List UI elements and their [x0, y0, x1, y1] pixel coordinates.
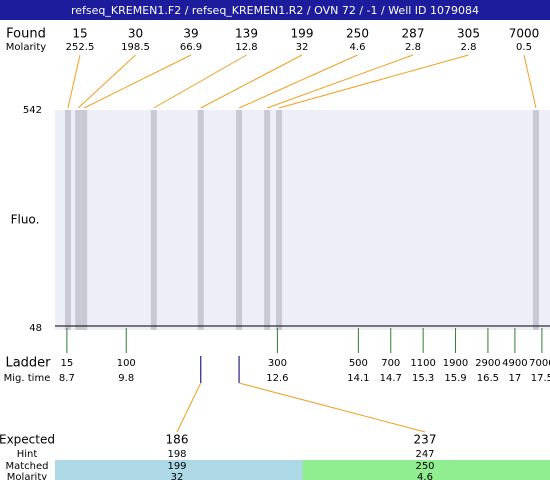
found-leader — [83, 54, 192, 109]
ladder-size: 2900 — [475, 358, 500, 369]
expected-row-label: Matched — [5, 461, 48, 472]
expected-molarity: 4.6 — [417, 472, 433, 480]
found-size: 15 — [72, 27, 87, 41]
expected-matched: 199 — [167, 461, 186, 472]
ladder-size: 300 — [268, 358, 287, 369]
plot-area — [55, 110, 550, 330]
found-size: 287 — [402, 27, 425, 41]
found-leader — [238, 54, 358, 109]
title: refseq_KREMEN1.F2 / refseq_KREMEN1.R2 / … — [71, 4, 479, 17]
ladder-time: 17 — [509, 373, 522, 384]
ladder-time: 17.5 — [531, 373, 550, 384]
found-label: Found — [6, 27, 46, 42]
found-molarity: 2.8 — [405, 42, 421, 53]
found-leader — [523, 54, 537, 109]
molarity-label: Molarity — [6, 42, 46, 53]
ladder-time: 9.8 — [118, 373, 134, 384]
ladder-time: 8.7 — [59, 373, 75, 384]
ladder-time: 14.7 — [380, 373, 402, 384]
y-axis-label: Fluo. — [11, 213, 40, 227]
ladder-time: 15.9 — [444, 373, 466, 384]
ladder-size: 1100 — [410, 358, 435, 369]
found-size: 39 — [183, 27, 198, 41]
found-molarity: 198.5 — [121, 42, 150, 53]
found-leader — [266, 54, 414, 109]
expected-leader — [238, 382, 426, 433]
found-size: 139 — [235, 27, 258, 41]
peak-band — [236, 110, 243, 330]
expected-hint: 247 — [415, 449, 434, 460]
expected-matched: 250 — [415, 461, 434, 472]
ladder-time: 15.3 — [412, 373, 434, 384]
matched-background — [302, 460, 550, 480]
peak-band — [75, 110, 82, 330]
ladder-size: 1900 — [443, 358, 468, 369]
found-molarity: 4.6 — [350, 42, 366, 53]
expected-expected: 186 — [166, 433, 189, 447]
ladder-size: 700 — [381, 358, 400, 369]
expected-row-label: Hint — [17, 449, 38, 460]
found-size: 250 — [346, 27, 369, 41]
ladder-time: 16.5 — [477, 373, 499, 384]
ladder-size: 7000 — [529, 358, 550, 369]
found-molarity: 2.8 — [461, 42, 477, 53]
ladder-label: Ladder — [5, 356, 51, 371]
ladder-size: 500 — [349, 358, 368, 369]
peak-band — [81, 110, 88, 330]
expected-row-label: Molarity — [7, 472, 47, 480]
peak-band — [264, 110, 271, 330]
found-molarity: 32 — [296, 42, 309, 53]
found-leader — [200, 54, 303, 109]
y-tick-label: 48 — [29, 323, 42, 334]
peak-band — [64, 110, 71, 330]
expected-expected: 237 — [414, 433, 437, 447]
y-tick-label: 542 — [23, 105, 42, 116]
found-leader — [153, 54, 247, 109]
ladder-size: 15 — [61, 358, 74, 369]
ladder-size: 100 — [117, 358, 136, 369]
peak-band — [532, 110, 539, 330]
peak-band — [276, 110, 283, 330]
ladder-time: 12.6 — [266, 373, 288, 384]
found-size: 7000 — [509, 27, 540, 41]
peak-band — [150, 110, 157, 330]
ladder-size: 4900 — [502, 358, 527, 369]
expected-row-label: Expected — [0, 433, 55, 447]
expected-hint: 198 — [167, 449, 186, 460]
found-molarity: 66.9 — [180, 42, 202, 53]
found-size: 305 — [457, 27, 480, 41]
found-size: 30 — [128, 27, 143, 41]
title-bar — [0, 0, 550, 20]
found-leader — [77, 54, 136, 109]
found-molarity: 0.5 — [516, 42, 532, 53]
expected-leader — [176, 382, 202, 433]
expected-molarity: 32 — [171, 472, 184, 480]
found-leader — [67, 54, 81, 109]
found-size: 199 — [291, 27, 314, 41]
found-molarity: 252.5 — [66, 42, 95, 53]
matched-background — [55, 460, 303, 480]
found-leader — [278, 54, 469, 109]
peak-band — [197, 110, 204, 330]
mig-time-label: Mig. time — [4, 373, 51, 384]
ladder-time: 14.1 — [347, 373, 369, 384]
found-molarity: 12.8 — [235, 42, 257, 53]
